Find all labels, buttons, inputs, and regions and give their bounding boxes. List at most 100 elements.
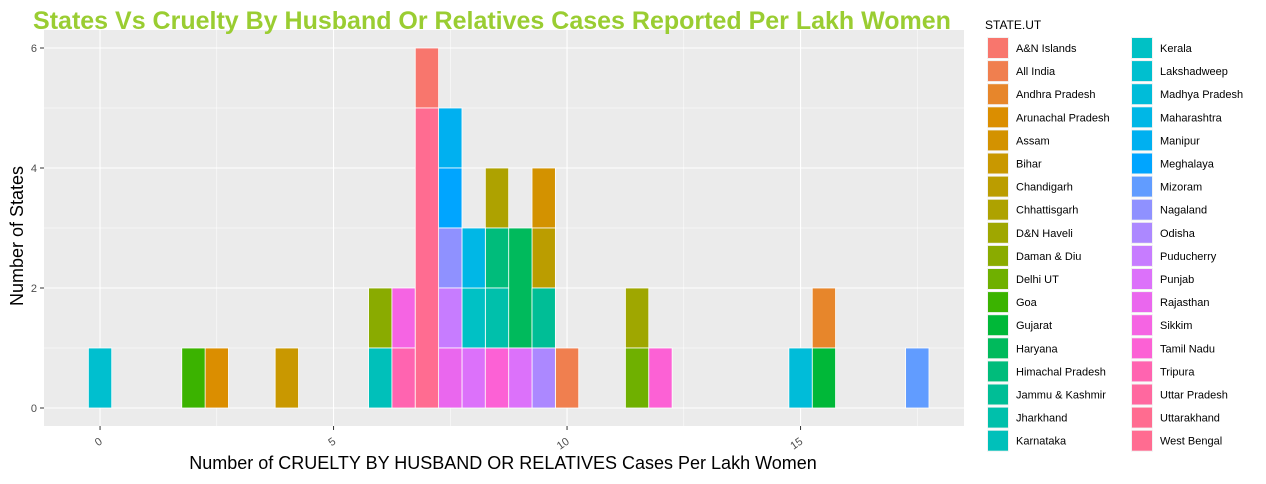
legend-entry: Puducherry [1131,244,1217,267]
legend-entry: Himachal Pradesh [987,360,1106,383]
histogram-bar [648,347,673,409]
histogram-bar [461,347,486,409]
histogram-bar [391,287,416,349]
legend-label: Chandigarh [1016,182,1073,194]
legend-entry: Mizoram [1131,175,1202,198]
legend-swatch [988,153,1008,174]
histogram-bar [484,227,510,289]
legend-label: Assam [1016,135,1050,147]
legend-entry: Jammu & Kashmir [987,383,1106,406]
legend-swatch [1132,38,1152,58]
legend-swatch [1132,315,1152,336]
x-axis-title: Number of CRUELTY BY HUSBAND OR RELATIVE… [189,453,817,473]
histogram-bar [484,167,510,229]
legend-swatch [1132,384,1152,405]
histogram-bar [484,347,510,409]
histogram-bar [788,347,813,409]
legend-label: Lakshadweep [1160,66,1228,78]
legend-label: Tamil Nadu [1160,343,1215,355]
legend-label: Punjab [1160,274,1194,286]
legend-swatch [988,61,1008,82]
legend-entry: Uttarakhand [1131,406,1220,429]
legend-entry: Tripura [1131,360,1195,383]
legend-swatch [988,38,1008,58]
histogram-bar [438,227,463,289]
legend-entry: Odisha [1131,221,1196,244]
legend-entry: Arunachal Pradesh [987,106,1110,129]
legend-label: Goa [1016,297,1038,309]
histogram-bar [414,107,440,409]
legend-entry: Gujarat [987,314,1052,337]
histogram-bar [905,347,930,409]
legend-entry: Chandigarh [987,175,1073,198]
legend-swatch [988,338,1008,359]
legend-entry: Nagaland [1131,198,1207,221]
legend-label: Meghalaya [1160,159,1215,171]
legend-label: Jharkhand [1016,413,1067,425]
legend-label: Uttar Pradesh [1160,390,1228,402]
histogram-bar [531,167,556,229]
legend-label: Nagaland [1160,205,1207,217]
legend-entry: Meghalaya [1131,152,1215,175]
legend-label: Daman & Diu [1016,251,1081,263]
legend-entry: Lakshadweep [1131,60,1228,83]
histogram-bar [181,347,206,409]
histogram-bar [461,227,486,289]
y-tick-label: 6 [31,43,37,55]
legend-swatch [1132,107,1152,128]
legend-swatch [1132,407,1152,428]
legend-swatch [988,430,1008,451]
legend-label: D&N Haveli [1016,228,1073,240]
x-tick-label: 10 [555,436,572,453]
legend-entry: Karnataka [987,429,1067,452]
histogram-bar [368,287,393,349]
legend-label: Madhya Pradesh [1160,89,1243,101]
legend-swatch [1132,199,1152,220]
legend-swatch [1132,338,1152,359]
legend-swatch [1132,430,1152,451]
legend-swatch [988,130,1008,151]
legend-swatch [988,222,1008,243]
y-tick-label: 2 [31,283,37,295]
legend-swatch [988,384,1008,405]
legend-entry: Assam [987,129,1050,152]
legend-label: Jammu & Kashmir [1016,390,1106,402]
histogram-bar [438,347,463,409]
histogram-bar [531,227,556,289]
legend-entry: Punjab [1131,268,1194,290]
legend-swatch [1132,269,1152,289]
legend-swatch [988,292,1008,313]
histogram-bar [625,287,650,349]
legend-label: West Bengal [1160,436,1222,448]
legend-title: STATE.UT [985,18,1042,32]
legend-entry: Manipur [1131,129,1200,152]
legend-swatch [988,84,1008,105]
legend-swatch [1132,61,1152,82]
histogram-bar [811,287,836,349]
legend-swatch [988,361,1008,382]
legend-swatch [1132,84,1152,105]
histogram-bar [438,167,463,229]
legend-swatch [1132,176,1152,197]
y-tick-label: 0 [31,403,37,415]
legend-entry: A&N Islands [987,37,1077,59]
legend: A&N Islands All India Andhra Pradesh Arunac… [987,37,1243,452]
histogram-bar [508,347,533,409]
legend-swatch [988,315,1008,336]
histogram-bar [438,107,463,169]
legend-swatch [988,245,1008,266]
histogram-bar [438,287,463,349]
histogram-bar [391,347,416,409]
legend-label: Bihar [1016,159,1042,171]
legend-label: Mizoram [1160,182,1202,194]
legend-swatch [1132,222,1152,243]
histogram-bar [368,347,393,409]
legend-entry: Madhya Pradesh [1131,83,1243,106]
legend-entry: Rajasthan [1131,291,1210,314]
histogram-bar [274,347,299,409]
legend-entry: Uttar Pradesh [1131,383,1228,406]
histogram-bar [531,287,556,349]
legend-entry: Haryana [987,337,1058,360]
x-tick-label: 15 [788,436,805,453]
